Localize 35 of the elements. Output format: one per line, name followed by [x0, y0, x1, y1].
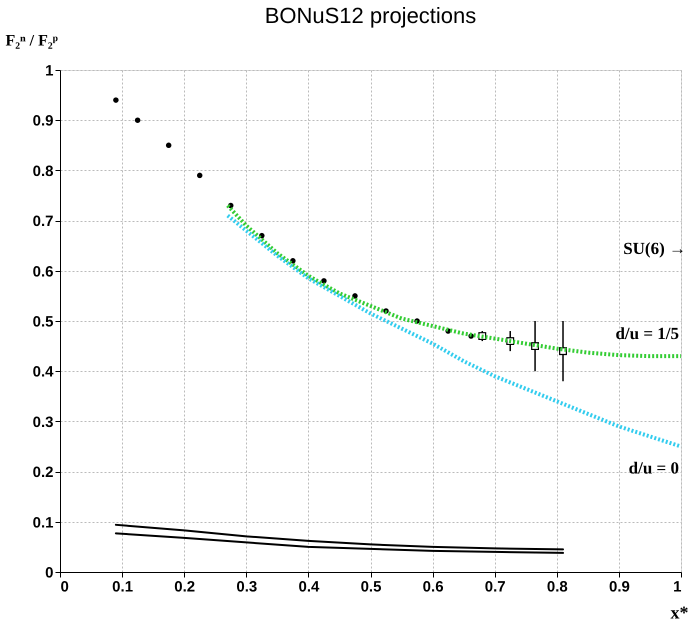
y-tick-label: 1: [45, 62, 54, 80]
x-tick-label: 0.8: [546, 578, 568, 596]
chart-title: BONuS12 projections: [264, 3, 476, 28]
point: [166, 142, 172, 148]
y-tick-label: 0.5: [32, 314, 54, 330]
y-tick-label: 0.2: [32, 464, 54, 482]
x-tick-label: 1: [673, 578, 682, 596]
point: [321, 278, 327, 284]
y-tick-label: 0.8: [32, 162, 54, 180]
line-series: [226, 204, 683, 358]
x-tick-label: 0.7: [484, 578, 506, 596]
x-tick-label: 0.9: [608, 578, 630, 596]
annotation: SU(6) →: [623, 239, 686, 258]
y-axis-title: F₂ⁿ / F₂ᵖ: [6, 32, 58, 50]
y-tick-label: 0.6: [32, 263, 54, 280]
x-tick-label: 0.5: [360, 578, 382, 596]
y-tick-label: 0: [45, 564, 54, 582]
point: [113, 97, 119, 103]
y-tick-label: 0.7: [32, 213, 54, 230]
x-axis-title: x*: [670, 602, 688, 622]
y-tick-label: 0.4: [32, 364, 54, 381]
x-tick-label: 0.6: [422, 578, 444, 596]
x-tick-label: 0: [60, 578, 69, 596]
y-tick-label: 0.3: [32, 414, 54, 431]
x-tick-label: 0.1: [112, 578, 134, 596]
point: [134, 117, 140, 123]
annotation: d/u = 1/5: [615, 324, 679, 344]
annotation: d/u = 0: [628, 458, 679, 478]
x-tick-label: 0.2: [174, 578, 196, 596]
x-tick-label: 0.3: [236, 578, 258, 596]
y-tick-label: 0.9: [32, 112, 54, 130]
point: [196, 172, 202, 178]
line-series: [114, 524, 564, 550]
x-tick-label: 0.4: [298, 578, 320, 596]
y-tick-label: 0.1: [32, 514, 54, 532]
